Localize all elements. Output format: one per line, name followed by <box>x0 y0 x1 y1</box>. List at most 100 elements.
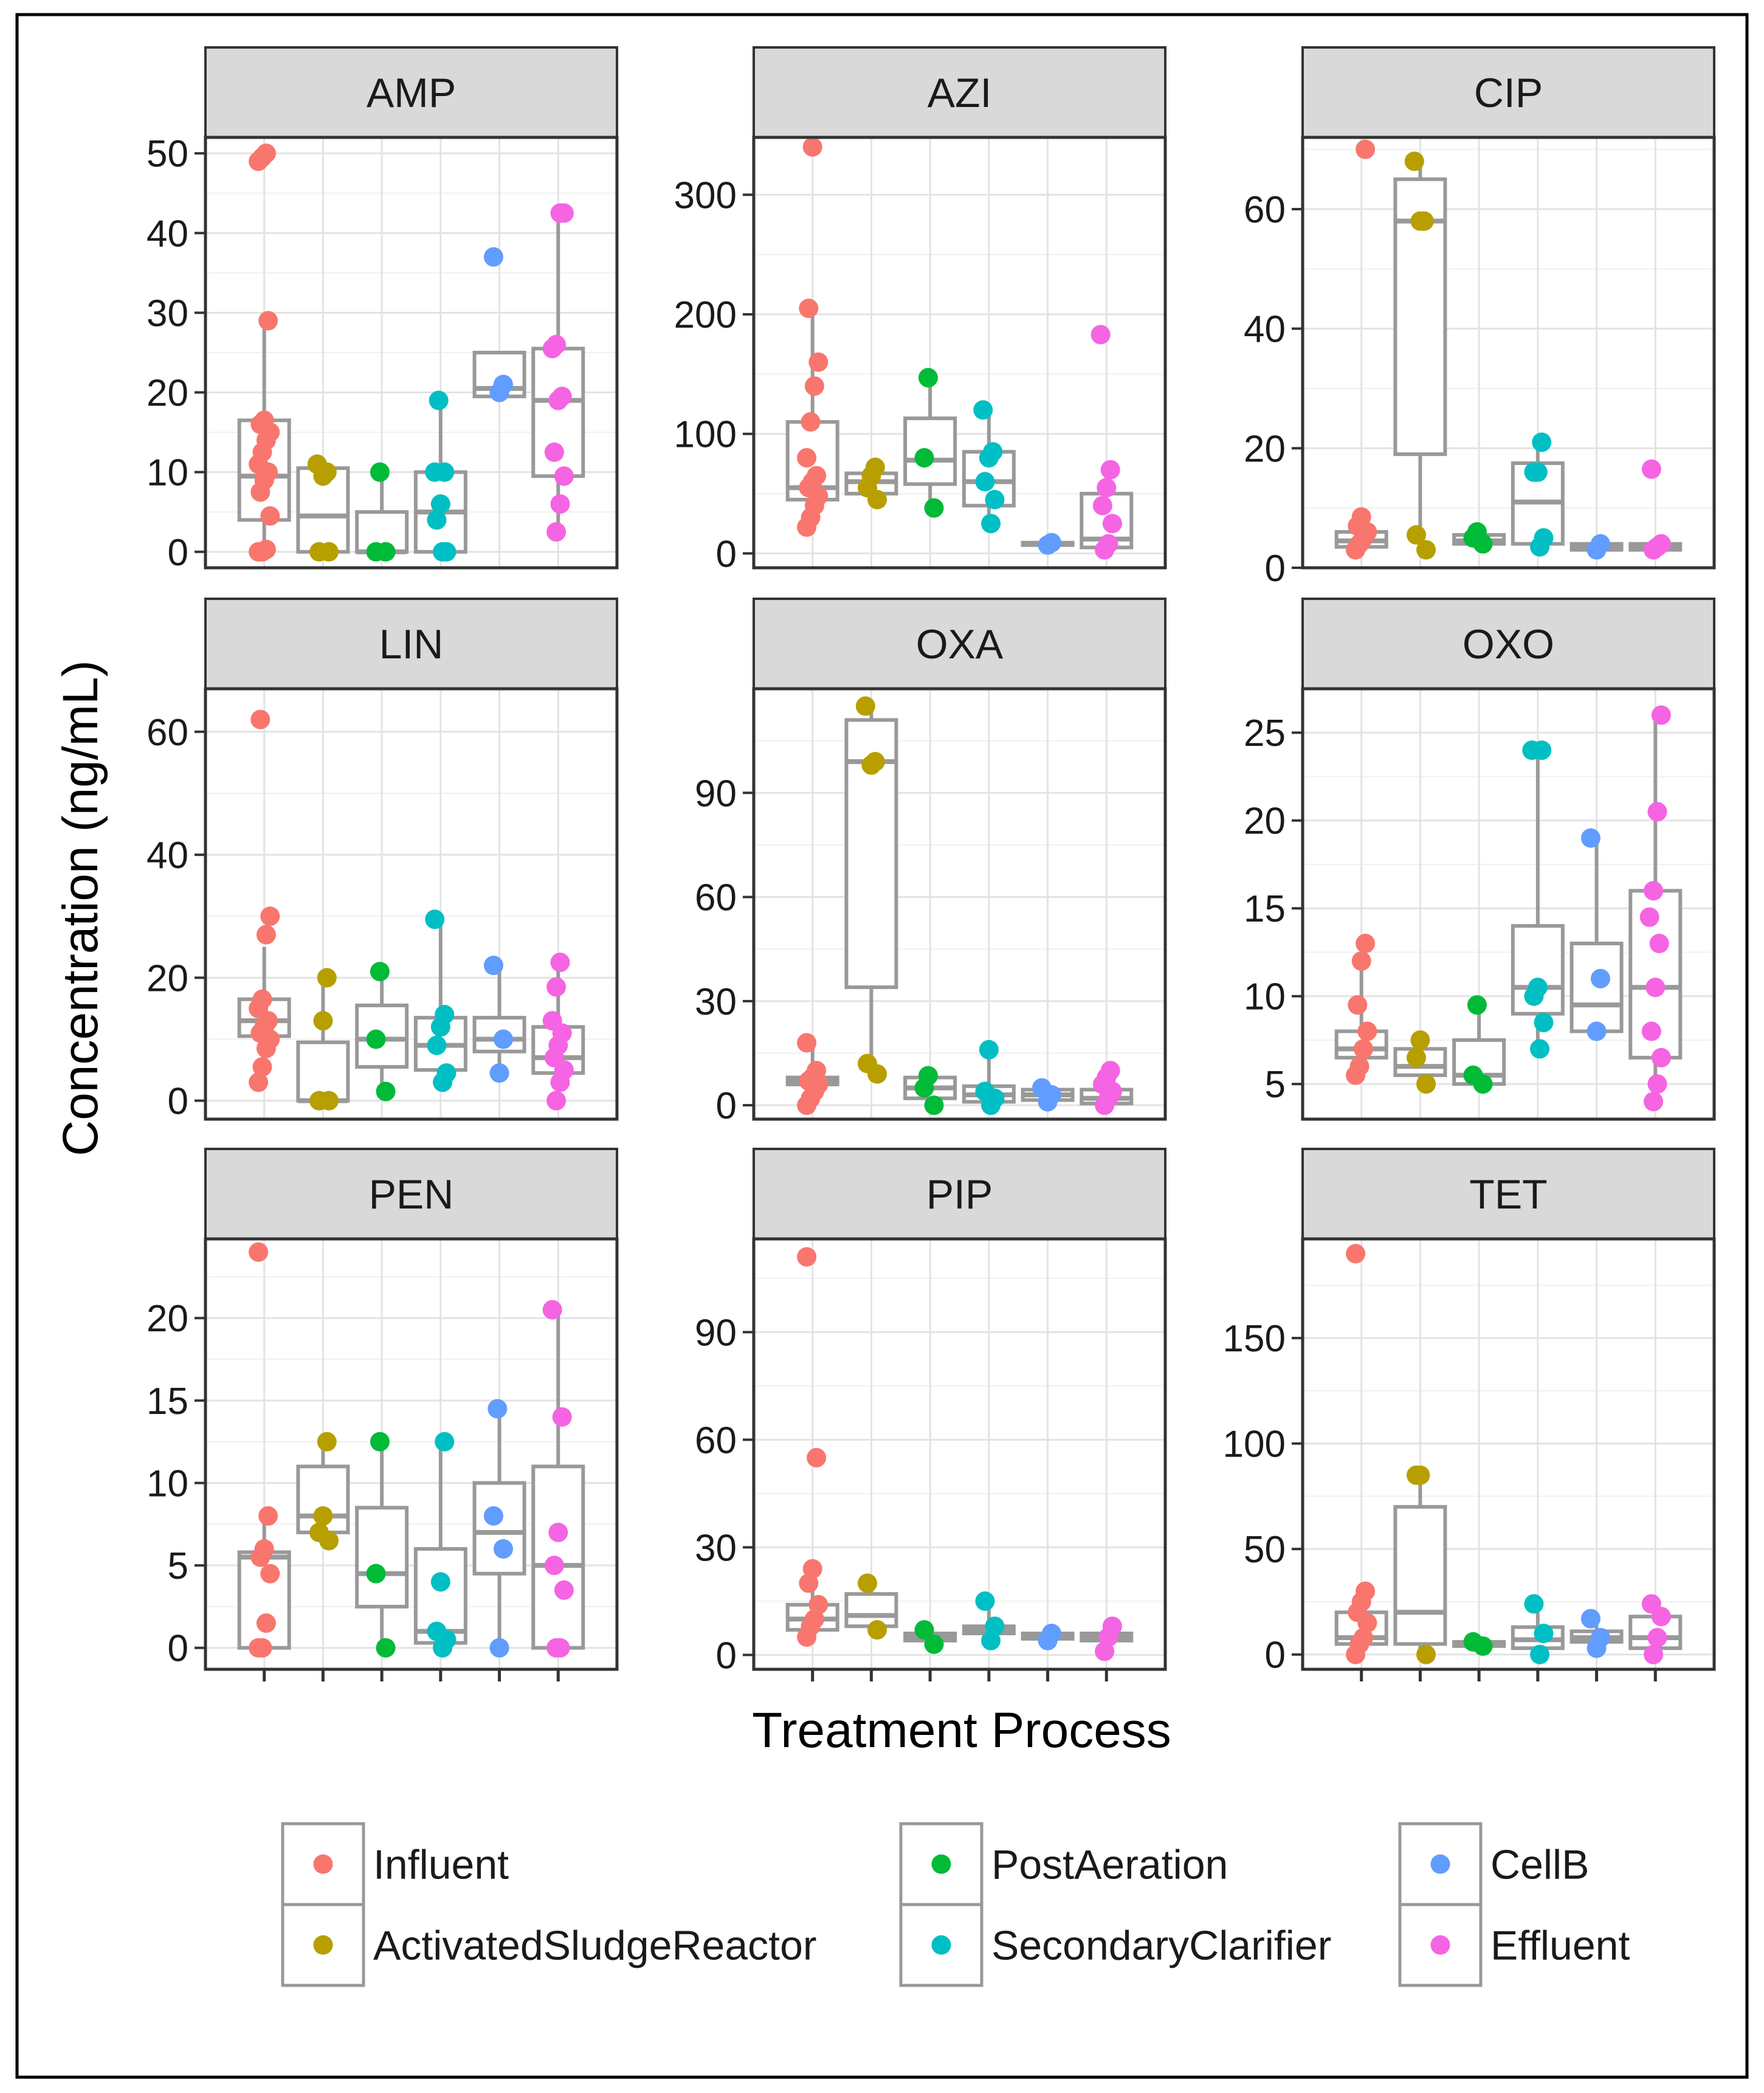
panel-border <box>1301 1237 1716 1671</box>
data-point <box>376 1638 396 1658</box>
data-point <box>1580 1609 1600 1629</box>
group-cellb <box>472 247 526 402</box>
box-iqr <box>1393 1505 1447 1646</box>
facet-panel-lin: LIN 0 20 40 60 <box>146 598 619 1123</box>
group-effluent <box>1080 1061 1134 1115</box>
data-point <box>1032 1078 1052 1098</box>
data-point <box>858 1573 878 1593</box>
data-point <box>1356 1581 1376 1601</box>
data-point <box>979 1040 999 1060</box>
group-effluent <box>531 953 585 1111</box>
facet-panel-azi: AZI 0 100 200 300 <box>674 46 1167 575</box>
legend-item-influent: Influent <box>281 1822 509 1906</box>
data-point <box>855 696 875 716</box>
data-point <box>483 956 503 976</box>
data-point <box>1647 802 1667 822</box>
data-point <box>808 352 829 372</box>
y-tick-label: 5 <box>1265 1064 1286 1106</box>
data-point <box>249 1242 269 1262</box>
facet-panel-pip: PIP 0 30 60 90 <box>695 1148 1167 1681</box>
data-point <box>1346 1244 1366 1264</box>
data-point <box>807 1447 827 1467</box>
data-point <box>1407 525 1427 545</box>
data-point <box>1102 514 1122 534</box>
y-tick-label: 20 <box>1244 801 1286 843</box>
group-activatedsludgereactor <box>1393 1465 1447 1664</box>
y-tick-label: 100 <box>674 414 737 456</box>
y-tick-label: 200 <box>674 294 737 336</box>
data-point <box>1407 1047 1427 1067</box>
data-point <box>256 925 276 945</box>
data-point <box>260 506 280 526</box>
data-point <box>1356 934 1376 954</box>
data-point <box>546 1091 567 1111</box>
facet-title: AMP <box>367 70 456 116</box>
data-point <box>258 1506 278 1526</box>
data-point <box>1530 1644 1550 1664</box>
box-iqr <box>355 1506 409 1609</box>
panel-border <box>1301 687 1716 1121</box>
data-point <box>858 1053 878 1074</box>
panel-border <box>752 687 1167 1121</box>
data-point <box>546 977 567 997</box>
data-point <box>1641 1021 1661 1041</box>
data-point <box>1528 462 1548 482</box>
data-point <box>914 448 934 468</box>
facet-panel-oxo: OXO 5 10 15 20 25 <box>1244 598 1716 1121</box>
y-tick-label: 90 <box>695 773 737 815</box>
group-cellb <box>472 1399 526 1658</box>
y-tick-label: 150 <box>1223 1318 1286 1360</box>
data-point <box>435 1005 455 1025</box>
data-point <box>807 466 827 486</box>
data-point <box>1651 705 1671 725</box>
group-cellb <box>1569 534 1624 560</box>
data-point <box>1463 1632 1483 1652</box>
data-point <box>1098 534 1118 554</box>
facet-title: PIP <box>926 1171 993 1218</box>
y-tick-label: 40 <box>146 835 188 877</box>
legend-key-point <box>931 1854 951 1874</box>
data-point <box>975 1081 995 1102</box>
data-point <box>981 514 1001 534</box>
facet-strip <box>1301 46 1715 139</box>
data-point <box>802 137 822 157</box>
y-tick-label: 40 <box>146 213 188 255</box>
data-point <box>370 462 390 482</box>
data-point <box>483 1506 503 1526</box>
legend-key-point <box>313 1854 333 1874</box>
data-point <box>799 298 819 319</box>
data-point <box>918 1066 938 1086</box>
group-activatedsludgereactor <box>1393 1030 1447 1094</box>
facet-panel-amp: AMP 0 10 20 30 40 50 <box>146 46 619 574</box>
data-point <box>252 989 272 1009</box>
group-cellb <box>1021 533 1075 555</box>
data-point <box>317 968 337 988</box>
data-point <box>1641 459 1661 479</box>
facet-panel-tet: TET 0 50 100 150 <box>1223 1148 1716 1681</box>
facet-panel-pen: PEN 0 5 10 15 20 <box>146 1148 619 1681</box>
legend-item-postaeration: PostAeration <box>899 1822 1228 1906</box>
group-postaeration <box>903 1620 957 1654</box>
group-cellb <box>1021 1078 1075 1112</box>
data-point <box>366 1564 386 1584</box>
group-secondaryclarifier <box>413 909 467 1092</box>
data-point <box>313 1011 333 1031</box>
y-tick-label: 0 <box>716 1635 737 1677</box>
data-point <box>309 1091 329 1111</box>
group-secondaryclarifier <box>413 390 467 562</box>
data-point <box>1351 507 1371 527</box>
data-point <box>1041 1624 1061 1643</box>
data-point <box>1641 1594 1661 1614</box>
data-point <box>1590 968 1610 988</box>
legend-item-effluent: Effluent <box>1398 1903 1630 1987</box>
group-influent <box>1334 139 1388 560</box>
data-point <box>546 334 567 354</box>
y-tick-label: 0 <box>168 1081 188 1123</box>
data-point <box>552 387 572 407</box>
y-tick-label: 30 <box>695 981 737 1023</box>
data-point <box>1534 1013 1554 1033</box>
facet-strip <box>204 1148 618 1240</box>
data-point <box>1644 1092 1664 1112</box>
data-point <box>550 1638 570 1658</box>
y-tick-label: 15 <box>1244 888 1286 930</box>
